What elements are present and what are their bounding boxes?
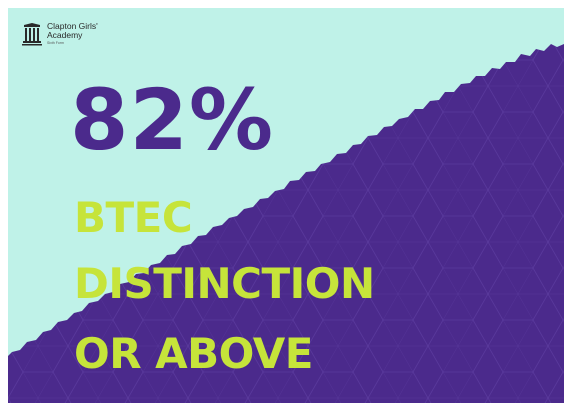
academy-name-line3: Sixth Form [47,41,64,45]
subline-distinction: DISTINCTION [74,259,375,308]
poster: Clapton Girls' Academy Sixth Form 82% BT… [8,8,564,403]
academy-name: Clapton Girls' Academy Sixth Form [47,22,98,46]
hexagon-pattern [8,44,564,403]
subline-or-above: OR ABOVE [74,329,313,378]
headline-percentage: 82% [70,71,275,169]
academy-logo: Clapton Girls' Academy Sixth Form [22,22,98,46]
school-crest-icon [22,23,42,46]
academy-name-line2: Academy [47,30,83,40]
academy-name-line1: Clapton Girls' [47,21,98,31]
subline-btec: BTEC [74,193,193,242]
poster-background [8,8,564,403]
